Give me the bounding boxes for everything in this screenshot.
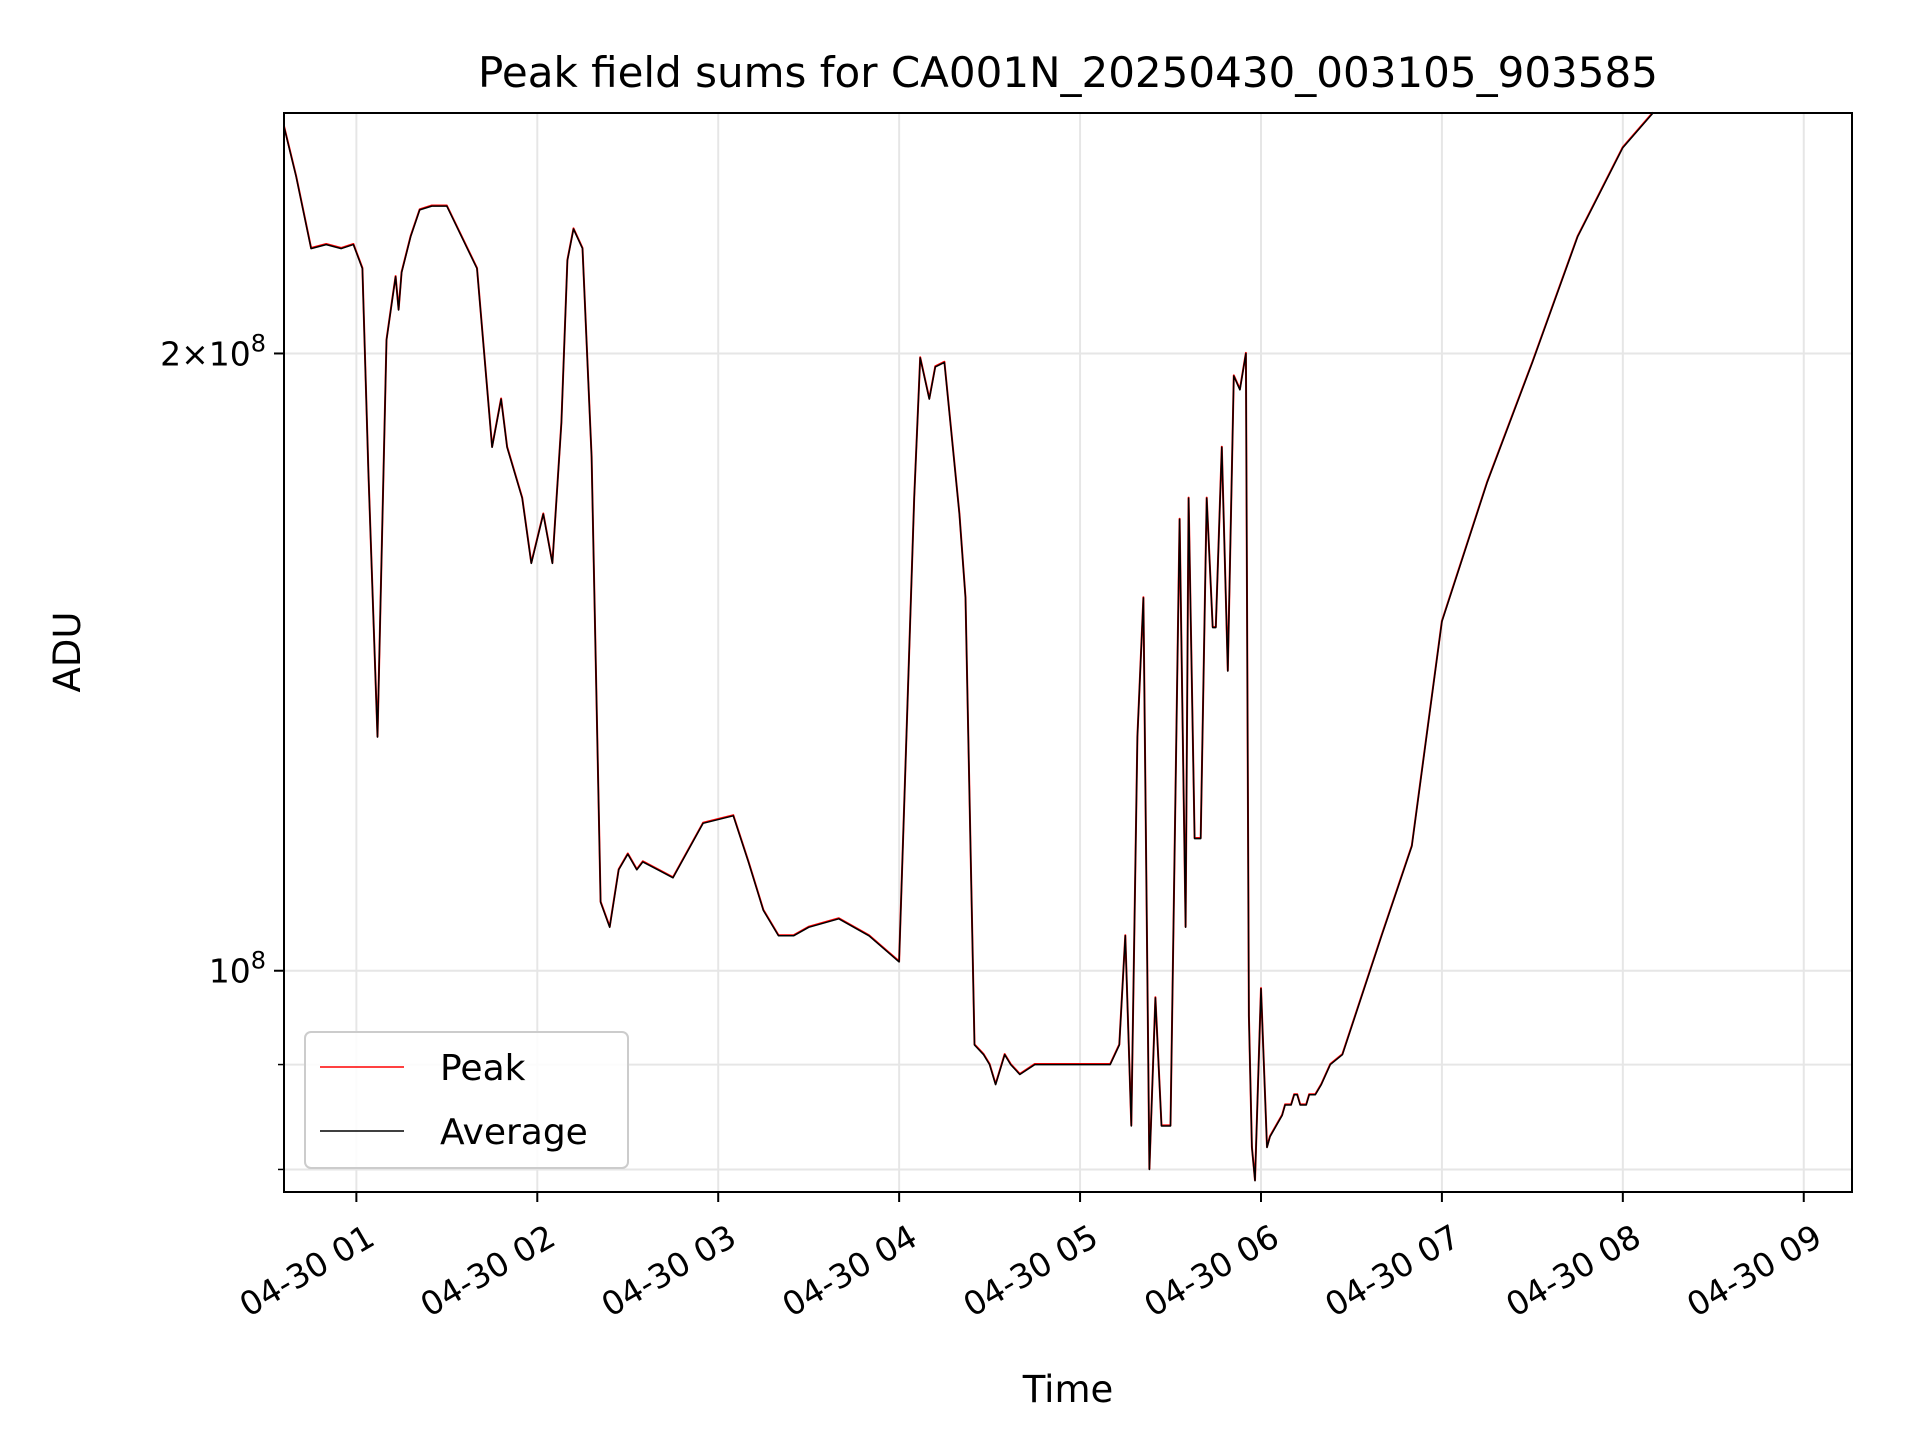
series-group — [283, 111, 1654, 1182]
legend-box — [304, 1031, 629, 1169]
series-line-average — [283, 112, 1654, 1182]
y-tick-label: 2×108 — [160, 329, 266, 373]
legend-label-average: Average — [440, 1112, 588, 1153]
chart-title: Peak field sums for CA001N_20250430_0031… — [478, 48, 1658, 97]
y-tick-label: 108 — [209, 947, 266, 991]
plot-frame — [283, 112, 1853, 1193]
y-axis-label: ADU — [46, 612, 89, 693]
legend-label-peak: Peak — [440, 1048, 526, 1089]
x-axis-label: Time — [1022, 1368, 1114, 1411]
legend: Peak Average — [304, 1031, 629, 1169]
grid-lines — [284, 113, 1852, 1192]
y-axis-ticks: 108 2×108 — [160, 329, 284, 1171]
